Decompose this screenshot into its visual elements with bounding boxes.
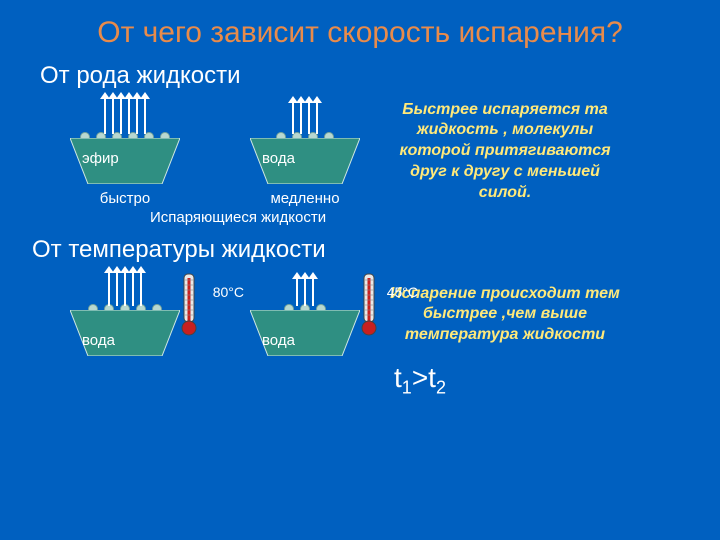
beaker-ether: эфир быстро — [70, 94, 180, 207]
arrows-water-1 — [292, 94, 318, 134]
beaker-label-hot: вода — [82, 332, 115, 349]
thermometer-warm-icon — [360, 272, 378, 341]
note-temperature: Испарение происходит тем быстрее ,чем вы… — [390, 284, 620, 346]
beaker-label-water-1: вода — [262, 150, 295, 167]
caption-evaporating: Испаряющиеся жидкости — [150, 209, 720, 226]
temp-warm: 45°С — [387, 284, 418, 300]
arrows-hot — [108, 266, 142, 306]
slide-title: От чего зависит скорость испарения? — [0, 0, 720, 58]
beaker-label-warm: вода — [262, 332, 295, 349]
beaker-label-ether: эфир — [82, 150, 119, 167]
sublabel-fast: быстро — [100, 190, 150, 207]
arrows-warm — [296, 266, 314, 306]
arrows-ether — [104, 94, 146, 134]
thermometer-hot-icon — [180, 272, 198, 341]
sublabel-slow: медленно — [270, 190, 339, 207]
diagram-row-2: вода 80°С вода 45°С — [70, 266, 360, 356]
beaker-water-1: вода медленно — [250, 94, 360, 207]
diagram-row-1: эфир быстро вода медленно — [70, 94, 360, 207]
note-liquid-type: Быстрее испаряется та жидкость , молекул… — [390, 100, 620, 204]
beaker-warm: вода 45°С — [250, 266, 360, 356]
formula-t1-gt-t2: t1>t2 — [120, 362, 720, 399]
bullet-temperature: От температуры жидкости — [32, 236, 720, 264]
bullet-liquid-type: От рода жидкости — [40, 62, 720, 90]
temp-hot: 80°С — [213, 284, 244, 300]
beaker-hot: вода 80°С — [70, 266, 180, 356]
